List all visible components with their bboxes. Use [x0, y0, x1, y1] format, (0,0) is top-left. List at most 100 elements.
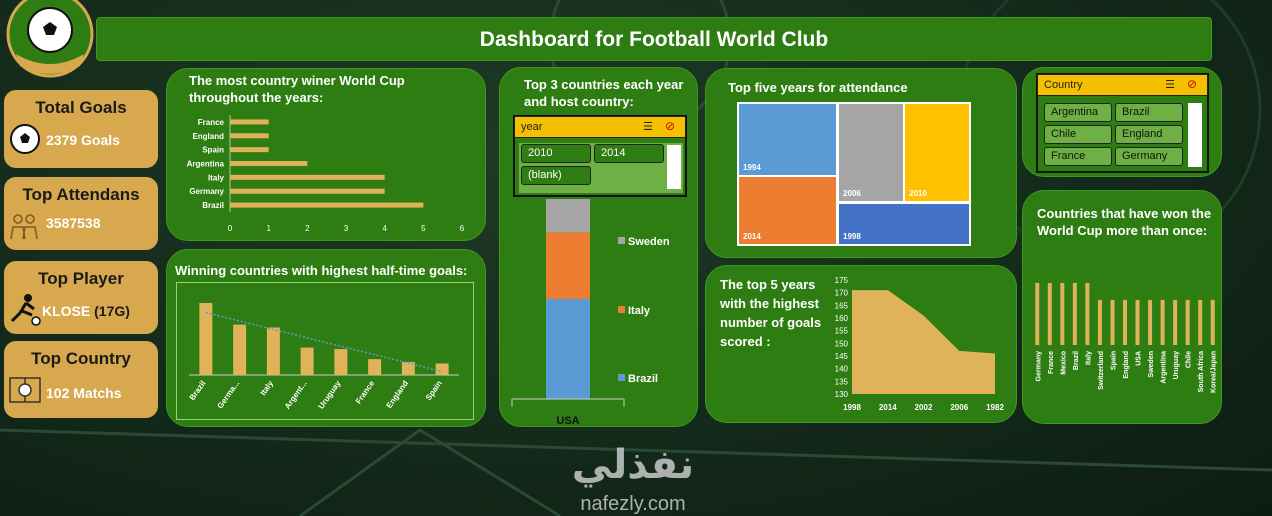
header-bar: Dashboard for Football World Club [96, 17, 1212, 61]
slicer-item-argentina[interactable]: Argentina [1044, 103, 1112, 122]
bar-segment [546, 232, 590, 299]
tick-label: 175 [835, 276, 849, 285]
bar [368, 359, 382, 375]
tick-label: Uruguay [1173, 351, 1180, 380]
bar [401, 362, 415, 375]
tick-label: 160 [835, 314, 849, 323]
legend-label: Italy [628, 305, 651, 317]
slicer-header: Country ☰ ⊘ [1037, 74, 1208, 96]
stacked-bar-chart: USA Brazil Italy Sweden [511, 199, 670, 427]
tick-label: 2 [305, 224, 310, 233]
tick-label: Italy [208, 173, 225, 182]
bar [1148, 299, 1153, 345]
crowd-icon [10, 214, 38, 240]
tick-label: Spain [424, 379, 444, 402]
panel-most-wins: The most country winer World Cup through… [166, 68, 486, 241]
slicer-scrollbar[interactable] [667, 145, 681, 189]
pitch-ball-icon [9, 377, 41, 403]
tick-label: 140 [835, 365, 849, 374]
wins-bar-chart: France England Spain Argentina Italy Germany B… [187, 115, 465, 233]
slicer-item-2014[interactable]: 2014 [594, 144, 664, 163]
kpi-label: Top Country [31, 349, 131, 368]
chart-title: Countries that have won the World Cup mo… [1037, 206, 1212, 238]
bar [1160, 299, 1165, 345]
slicer-title: year [521, 121, 543, 133]
clear-filter-icon[interactable]: ⊘ [1186, 77, 1197, 91]
bar [230, 133, 269, 139]
svg-text:nafezly.com: nafezly.com [580, 493, 685, 515]
treemap-tile [837, 102, 905, 203]
bar [230, 147, 269, 153]
halftime-bar-chart: Brazil Germa... Italy Argent... Uruguay Franc… [188, 303, 459, 411]
panel-goals-scored: The top 5 years with the highest number … [705, 265, 1017, 423]
kpi-top-country: Top Country 102 Matchs [4, 341, 158, 418]
tick-label: Chile [1186, 351, 1193, 368]
tick-label: France [1048, 351, 1055, 374]
tick-label: 4 [382, 224, 387, 233]
tick-label: Argentina [187, 160, 225, 169]
tick-label: 170 [835, 289, 849, 298]
slicer-item-chile[interactable]: Chile [1044, 125, 1112, 144]
slicer-header: year ☰ ⊘ [514, 116, 686, 138]
slicer-item-brazil[interactable]: Brazil [1115, 103, 1183, 122]
tick-label: Korea/Japan [1211, 351, 1218, 393]
panel-multi-winners: Countries that have won the World Cup mo… [1022, 190, 1222, 424]
multi-select-icon[interactable]: ☰ [643, 121, 653, 133]
treemap-tile [737, 175, 838, 246]
chart-title: The top 5 years with the highest number … [720, 277, 822, 349]
tick-label: 2002 [915, 403, 933, 412]
multi-winners-bar-chart: Germany France Mexico Brazil Italy Switzerlan… [1035, 283, 1218, 393]
slicer-item-blank[interactable]: (blank) [521, 166, 591, 185]
tick-label: Brazil [202, 201, 224, 210]
chart-title: Winning countries with highest half-time… [175, 263, 468, 278]
kpi-value: KLOSE (17G) [42, 303, 130, 319]
tick-label: 145 [835, 352, 849, 361]
bar [230, 161, 308, 166]
goals-area-chart: 130 135 140 145 150 155 160 165 170 175 1998 2014 20… [835, 276, 1005, 412]
bar-segment [546, 299, 590, 399]
bar [1085, 283, 1090, 345]
treemap-tile [737, 102, 838, 177]
bar [1173, 299, 1178, 345]
watermark-logo: نفذلي nafezly.com [572, 443, 694, 515]
slicer-item-england[interactable]: England [1115, 125, 1183, 144]
slicer-item-2010[interactable]: 2010 [521, 144, 591, 163]
tick-label: 165 [835, 301, 849, 310]
slicer-item-germany[interactable]: Germany [1115, 147, 1183, 166]
page-title: Dashboard for Football World Club [479, 28, 829, 51]
panel-country-slicer: Country ☰ ⊘ Argentina Brazil Chile Engla… [1022, 67, 1222, 177]
kpi-label: Top Attendans [22, 185, 140, 204]
tick-label: England [1123, 351, 1130, 379]
panel-top3-countries: Top 3 countries each year and host count… [499, 67, 698, 427]
tick-label: Italy [1085, 351, 1092, 365]
legend-label: Sweden [628, 236, 670, 248]
kpi-value: 3587538 [46, 215, 101, 231]
bar [1135, 299, 1140, 345]
tick-label: Italy [258, 379, 275, 398]
tick-label: France [198, 118, 225, 127]
chart-title: Top 3 countries each year and host count… [524, 77, 684, 109]
kpi-label: Top Player [38, 269, 124, 288]
tick-label: 2014 [879, 403, 897, 412]
tick-label: Uruguay [317, 379, 343, 411]
bar [1210, 299, 1215, 345]
multi-select-icon[interactable]: ☰ [1165, 79, 1175, 91]
bar-segment [546, 199, 590, 233]
legend-label: Brazil [628, 373, 658, 385]
bar [1198, 299, 1203, 345]
tick-label: England [385, 379, 411, 410]
tick-label: USA [556, 415, 579, 427]
slicer-item-france[interactable]: France [1044, 147, 1112, 166]
bar [230, 174, 385, 180]
tick-label: Spain [202, 146, 224, 155]
legend-swatch [618, 306, 625, 313]
tick-label: South Africa [1198, 351, 1205, 392]
tick-label: 1 [266, 224, 271, 233]
year-slicer: year ☰ ⊘ 2010 2014 (blank) [513, 115, 687, 197]
panel-attendance: Top five years for attendance 1994 2014 20… [705, 68, 1017, 258]
bar [300, 347, 314, 375]
slicer-scrollbar[interactable] [1188, 103, 1202, 167]
clear-filter-icon[interactable]: ⊘ [664, 119, 675, 133]
tick-label: France [354, 379, 377, 406]
tick-label: Germany [1035, 351, 1042, 381]
